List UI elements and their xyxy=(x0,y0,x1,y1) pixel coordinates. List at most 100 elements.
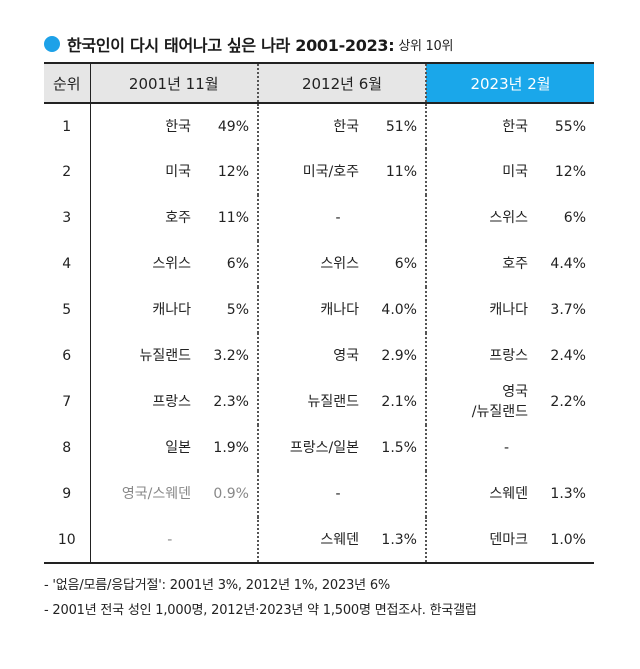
percent-value: 11% xyxy=(385,164,417,180)
footnote-no-answer: - '없음/모름/응답거절': 2001년 3%, 2012년 1%, 2023… xyxy=(44,578,391,593)
table-row: 2 미국 12% 미국/호주 11% 미국 12% xyxy=(44,149,594,195)
table-row: 6 뉴질랜드 3.2% 영국 2.9% 프랑스 2.4% xyxy=(44,333,594,379)
country-percent-pair: 미국/호주 11% xyxy=(259,162,417,182)
header-2012: 2012년 6월 xyxy=(257,62,426,104)
cell-2001: - xyxy=(90,517,258,564)
country-percent-pair: 일본 1.9% xyxy=(91,438,249,458)
country-label: 스위스 xyxy=(489,210,528,226)
country-percent-pair: 캐나다 5% xyxy=(91,300,249,320)
table-row: 10 - 스웨덴 1.3% 덴마크 1.0% xyxy=(44,517,594,564)
cell-2001: 호주 11% xyxy=(90,195,258,241)
percent-value: 12% xyxy=(554,164,586,180)
rank-cell: 3 xyxy=(44,195,91,241)
percent-value: 1.5% xyxy=(381,440,417,456)
country-label: 스위스 xyxy=(152,256,191,272)
country-percent-pair: 스위스 6% xyxy=(91,254,249,274)
country-label: 캐나다 xyxy=(489,302,528,318)
table-row: 7 프랑스 2.3% 뉴질랜드 2.1% 영국/뉴질랜드 2.2% xyxy=(44,379,594,425)
percent-value: 3.7% xyxy=(550,302,586,318)
percent-value: 1.0% xyxy=(550,531,586,548)
country-percent-pair: 프랑스/일본 1.5% xyxy=(259,438,417,458)
country-label: 한국 xyxy=(165,118,191,135)
percent-value: 4.4% xyxy=(550,256,586,272)
country-label: 영국/뉴질랜드 xyxy=(471,384,528,420)
percent-value: 2.1% xyxy=(381,394,417,410)
country-percent-pair: 뉴질랜드 3.2% xyxy=(91,346,249,366)
country-percent-pair: 영국/스웨덴 0.9% xyxy=(91,484,249,504)
percent-value: 6% xyxy=(394,256,417,272)
cell-2023: 한국 55% xyxy=(425,103,594,149)
header-2001: 2001년 11월 xyxy=(90,62,258,104)
country-percent-pair: 호주 4.4% xyxy=(427,254,586,274)
cell-2012: 한국 51% xyxy=(257,103,426,149)
percent-value: 4.0% xyxy=(381,302,417,318)
country-label: 미국 xyxy=(165,164,191,180)
rank-cell: 7 xyxy=(44,379,91,425)
country-label: 프랑스 xyxy=(152,394,191,410)
percent-value: 1.3% xyxy=(381,531,417,548)
cell-2012: 뉴질랜드 2.1% xyxy=(257,379,426,425)
rank-cell: 2 xyxy=(44,149,91,195)
cell-2012: 영국 2.9% xyxy=(257,333,426,379)
ranking-table: 순위 2001년 11월 2012년 6월 2023년 2월 1 한국 49% 한국 5… xyxy=(44,62,594,564)
cell-2023: 호주 4.4% xyxy=(425,241,594,287)
percent-value: 49% xyxy=(217,118,249,135)
cell-2001: 뉴질랜드 3.2% xyxy=(90,333,258,379)
cell-2001: 미국 12% xyxy=(90,149,258,195)
country-label: 스웨덴 xyxy=(489,486,528,502)
cell-2012: 스위스 6% xyxy=(257,241,426,287)
rank-cell: 8 xyxy=(44,425,91,471)
percent-value: 12% xyxy=(217,164,249,180)
chart-title: 한국인이 다시 태어나고 싶은 나라 2001-2023: 상위 10위 xyxy=(44,33,453,55)
cell-2001: 스위스 6% xyxy=(90,241,258,287)
cell-2001: 영국/스웨덴 0.9% xyxy=(90,471,258,517)
percent-value: 2.3% xyxy=(213,394,249,410)
cell-2023: 영국/뉴질랜드 2.2% xyxy=(425,379,594,425)
percent-value: 0.9% xyxy=(213,486,249,502)
percent-value: 1.9% xyxy=(213,440,249,456)
country-label: 뉴질랜드 xyxy=(307,394,359,410)
country-percent-pair: 한국 51% xyxy=(259,117,417,137)
chart-subtitle: 상위 10위 xyxy=(398,38,454,54)
table-body: 1 한국 49% 한국 51% 한국 55% 2 미국 12% 미국/호주 11% 미국 12% 3 호주 11… xyxy=(44,103,594,564)
country-label: 뉴질랜드 xyxy=(139,348,191,364)
cell-2023: 스위스 6% xyxy=(425,195,594,241)
no-entry-dash: - xyxy=(335,486,341,502)
country-label: 덴마크 xyxy=(489,531,528,548)
country-label: 일본 xyxy=(165,440,191,456)
country-percent-pair: 영국 2.9% xyxy=(259,346,417,366)
rank-cell: 9 xyxy=(44,471,91,517)
percent-value: 55% xyxy=(554,118,586,135)
cell-2012: 프랑스/일본 1.5% xyxy=(257,425,426,471)
country-label: 캐나다 xyxy=(320,302,359,318)
rank-cell: 4 xyxy=(44,241,91,287)
cell-2012: - xyxy=(257,195,426,241)
country-percent-pair: 뉴질랜드 2.1% xyxy=(259,392,417,412)
rank-cell: 5 xyxy=(44,287,91,333)
rank-cell: 1 xyxy=(44,103,91,149)
no-entry-dash: - xyxy=(503,440,510,456)
country-label: 프랑스 xyxy=(489,348,528,364)
country-label: 영국 xyxy=(333,348,359,364)
country-percent-pair: 스웨덴 1.3% xyxy=(259,530,417,550)
country-percent-pair: 스웨덴 1.3% xyxy=(427,484,586,504)
percent-value: 2.4% xyxy=(550,348,586,364)
cell-2012: 미국/호주 11% xyxy=(257,149,426,195)
cell-2001: 프랑스 2.3% xyxy=(90,379,258,425)
country-percent-pair: 미국 12% xyxy=(427,162,586,182)
no-entry-dash: - xyxy=(335,210,341,226)
table-row: 1 한국 49% 한국 51% 한국 55% xyxy=(44,103,594,149)
header-row: 순위 2001년 11월 2012년 6월 2023년 2월 xyxy=(44,62,594,104)
country-percent-pair: 스위스 6% xyxy=(427,208,586,228)
percent-value: 5% xyxy=(226,302,249,318)
bullet-dot-icon xyxy=(44,36,60,52)
country-label: 캐나다 xyxy=(152,302,191,318)
table-row: 3 호주 11% - 스위스 6% xyxy=(44,195,594,241)
country-label: 스웨덴 xyxy=(320,531,359,548)
percent-value: 1.3% xyxy=(550,486,586,502)
country-percent-pair: 호주 11% xyxy=(91,208,249,228)
country-label: 미국 xyxy=(502,164,528,180)
cell-2012: - xyxy=(257,471,426,517)
rank-cell: 10 xyxy=(44,517,91,564)
country-label: 미국/호주 xyxy=(302,164,359,180)
